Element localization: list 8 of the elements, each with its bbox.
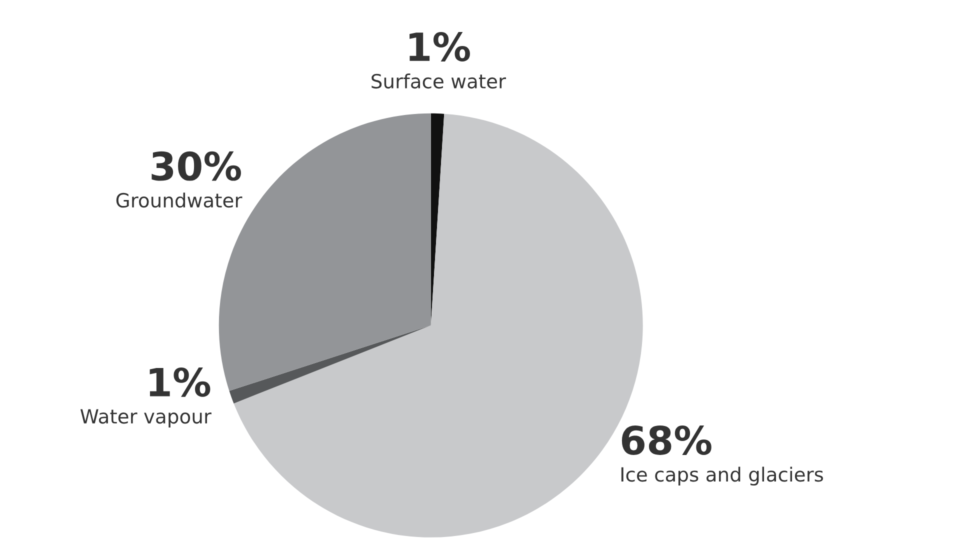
slice-label: Surface water [372, 74, 506, 89]
data-label: 1% [410, 32, 470, 62]
slice-label: Water vapour [80, 409, 212, 428]
slice-label: Groundwater [116, 192, 242, 208]
data-label: 68% [622, 426, 712, 455]
data-label: 30% [152, 151, 241, 181]
slice-label: Ice caps and glaciers [621, 466, 823, 486]
data-label: 1% [150, 367, 210, 397]
